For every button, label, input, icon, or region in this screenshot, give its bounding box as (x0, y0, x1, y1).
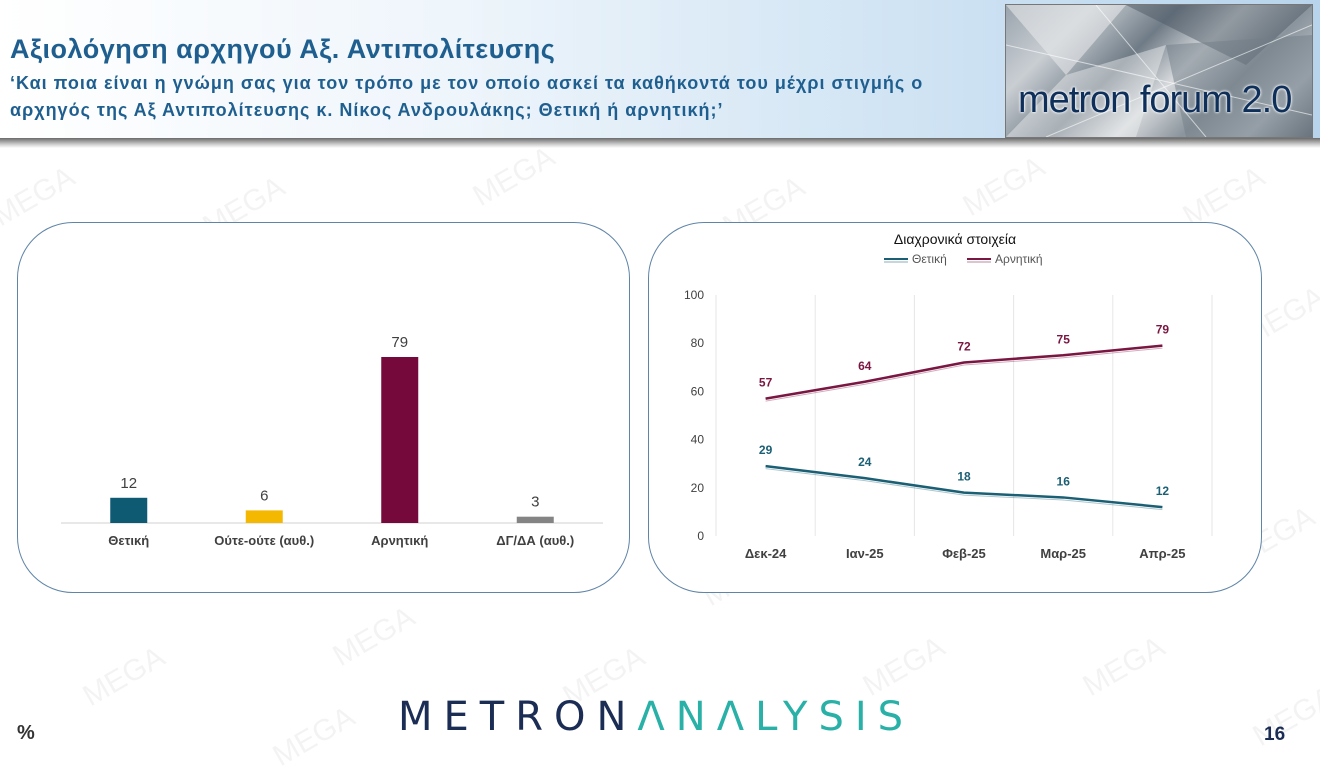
series-line (765, 464, 1163, 509)
x-tick-label: Απρ-25 (1139, 546, 1185, 561)
data-label: 64 (858, 359, 872, 373)
bar-chart: 12 Θετική 6 Ούτε-ούτε (αυθ.) 79 Αρνητική 3 ΔΓ/Δ… (61, 334, 603, 548)
y-tick-label: 0 (697, 529, 704, 543)
watermark-text: MEGA (857, 630, 951, 704)
x-tick-label: Ούτε-ούτε (αυθ.) (214, 533, 314, 548)
line-chart: Διαχρονικά στοιχεία Θετική Αρνητική 0 20 40 60… (684, 231, 1213, 561)
y-tick-label: 40 (691, 433, 705, 447)
data-label: 18 (957, 470, 971, 484)
x-tick-label: Φεβ-25 (942, 546, 986, 561)
watermark-text: MEGA (267, 700, 361, 774)
logo-metron: METRON (398, 694, 638, 740)
data-label: 72 (957, 339, 971, 353)
watermark-text: MEGA (957, 150, 1051, 224)
series-line (765, 344, 1163, 400)
x-tick-label: Μαρ-25 (1040, 546, 1086, 561)
x-tick-label: Δεκ-24 (745, 546, 787, 561)
x-tick-label: Θετική (108, 533, 149, 548)
bar (516, 516, 554, 523)
data-label: 79 (1156, 323, 1170, 337)
y-tick-label: 60 (691, 384, 705, 398)
page-title: Αξιολόγηση αρχηγού Αξ. Αντιπολίτευσης (10, 34, 556, 64)
y-tick-label: 80 (691, 336, 705, 350)
x-tick-label: ΔΓ/ΔΑ (αυθ.) (496, 533, 574, 548)
series-line-shadow (765, 468, 1163, 511)
data-label: 29 (759, 443, 773, 457)
y-tick-label: 20 (691, 481, 705, 495)
series-line-shadow (765, 347, 1163, 402)
x-tick-label: Ιαν-25 (846, 546, 884, 561)
watermark-text: MEGA (327, 600, 421, 674)
legend-label: Αρνητική (995, 252, 1043, 266)
data-label: 57 (759, 376, 773, 390)
forum-logo-text: metron forum 2.0 (1018, 79, 1292, 121)
bar-data-label: 79 (391, 334, 408, 351)
watermark-text: MEGA (77, 640, 171, 714)
data-label: 12 (1156, 484, 1170, 498)
percent-unit: % (17, 722, 35, 744)
legend-label: Θετική (912, 252, 947, 266)
page-number: 16 (1264, 724, 1286, 745)
bar (381, 357, 419, 523)
watermark-text: MEGA (1077, 630, 1171, 704)
y-tick-label: 100 (684, 288, 704, 302)
metron-analysis-logo: METRONΛNΛLYSIS (398, 694, 914, 740)
line-chart-panel: Διαχρονικά στοιχεία Θετική Αρνητική 0 20 40 60… (648, 222, 1262, 593)
bar (110, 497, 148, 523)
chart-title: Διαχρονικά στοιχεία (894, 231, 1016, 247)
metron-forum-logo: metron forum 2.0 (1005, 4, 1313, 138)
logo-analysis: ΛNΛLYSIS (637, 694, 915, 740)
bar-chart-panel: 12 Θετική 6 Ούτε-ούτε (αυθ.) 79 Αρνητική 3 ΔΓ/Δ… (17, 222, 630, 593)
data-label: 75 (1057, 332, 1071, 346)
data-label: 24 (858, 455, 872, 469)
data-label: 16 (1057, 474, 1071, 488)
header-divider (0, 138, 1320, 148)
forum-background-graphic (1006, 5, 1312, 137)
header-banner: Αξιολόγηση αρχηγού Αξ. Αντιπολίτευσης ‘Κ… (0, 0, 1320, 140)
bar-data-label: 3 (531, 494, 539, 511)
x-tick-label: Αρνητική (371, 533, 428, 548)
watermark-text: MEGA (467, 140, 561, 214)
question-text: ‘Και ποια είναι η γνώμη σας για τον τρόπ… (10, 73, 924, 120)
bar-data-label: 6 (260, 487, 268, 504)
bar (245, 510, 283, 523)
bar-data-label: 12 (120, 475, 137, 492)
